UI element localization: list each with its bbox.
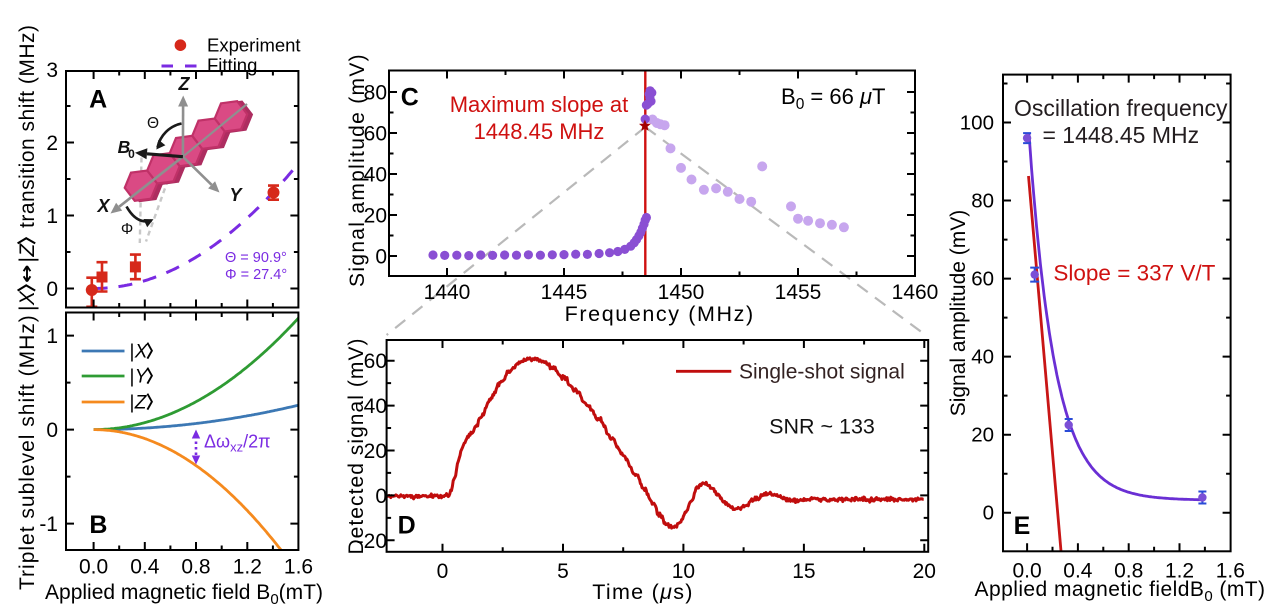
- svg-text:Applied magnetic field B0(mT): Applied magnetic field B0(mT): [45, 581, 323, 608]
- svg-text:Oscillation frequency: Oscillation frequency: [1014, 95, 1228, 121]
- svg-text:1.2: 1.2: [1165, 560, 1194, 583]
- svg-text:20: 20: [364, 440, 387, 463]
- svg-text:Z: Z: [134, 393, 148, 414]
- svg-text:B0 = 66 μT: B0 = 66 μT: [781, 84, 885, 113]
- svg-text:X: X: [96, 196, 110, 216]
- svg-text:0: 0: [437, 560, 449, 583]
- svg-text:X: X: [16, 290, 39, 306]
- svg-text:Experiment: Experiment: [207, 35, 301, 56]
- svg-text:1460: 1460: [892, 281, 939, 304]
- svg-text:SNR ~ 133: SNR ~ 133: [769, 415, 875, 439]
- svg-text:20: 20: [913, 560, 936, 583]
- svg-text:Y: Y: [135, 367, 149, 388]
- svg-text:0.4: 0.4: [1063, 560, 1093, 583]
- svg-text:Δωxz/2π: Δωxz/2π: [204, 432, 271, 455]
- svg-text:A: A: [89, 85, 107, 113]
- svg-text:60: 60: [971, 268, 994, 291]
- svg-text:C: C: [401, 83, 419, 111]
- svg-text:1450: 1450: [658, 281, 705, 304]
- svg-text:Signal amplitude (mV): Signal amplitude (mV): [947, 210, 970, 417]
- svg-text:40: 40: [364, 395, 387, 418]
- svg-text:Φ: Φ: [121, 221, 133, 238]
- svg-text:2: 2: [46, 132, 58, 155]
- svg-text:1.6: 1.6: [284, 556, 313, 579]
- svg-text:1445: 1445: [541, 281, 588, 304]
- svg-text:Time (μs): Time (μs): [592, 580, 694, 604]
- svg-text:D: D: [398, 512, 416, 540]
- svg-text:60: 60: [364, 123, 387, 146]
- svg-text:1.6: 1.6: [1216, 560, 1245, 583]
- svg-text:1448.45 MHz: 1448.45 MHz: [474, 119, 605, 144]
- svg-text:20: 20: [364, 205, 387, 228]
- svg-text:transition shift (MHz): transition shift (MHz): [16, 24, 39, 228]
- svg-text:Θ: Θ: [147, 115, 159, 132]
- svg-text:-20: -20: [357, 530, 387, 553]
- svg-text:0.8: 0.8: [181, 556, 210, 579]
- svg-text:1: 1: [46, 325, 58, 348]
- svg-text:Fitting: Fitting: [207, 55, 257, 76]
- svg-text:15: 15: [792, 560, 815, 583]
- svg-text:0: 0: [375, 485, 387, 508]
- svg-text:X: X: [134, 342, 149, 363]
- svg-text:Frequency (MHz): Frequency (MHz): [565, 302, 755, 326]
- svg-text:0: 0: [46, 278, 58, 301]
- svg-text:Triplet sublevel shift (MHz): Triplet sublevel shift (MHz): [16, 314, 39, 590]
- svg-text:Maximum slope at: Maximum slope at: [450, 92, 629, 117]
- svg-text:Z: Z: [178, 74, 191, 94]
- svg-text:80: 80: [971, 190, 994, 213]
- svg-text:E: E: [1014, 512, 1031, 540]
- svg-text:3: 3: [46, 59, 58, 82]
- svg-text:0.4: 0.4: [130, 556, 160, 579]
- svg-text:1.2: 1.2: [233, 556, 262, 579]
- svg-text:1455: 1455: [775, 281, 822, 304]
- svg-text:1: 1: [46, 205, 58, 228]
- svg-text:B: B: [89, 511, 107, 539]
- svg-text:10: 10: [672, 560, 695, 583]
- svg-text:0.0: 0.0: [79, 556, 108, 579]
- svg-text:|: |: [16, 257, 39, 262]
- svg-text:|: |: [130, 342, 135, 363]
- svg-text:Y: Y: [229, 185, 243, 205]
- svg-text:100: 100: [960, 112, 994, 135]
- svg-text:B: B: [118, 137, 131, 157]
- svg-text:0: 0: [46, 419, 58, 442]
- svg-text:Slope = 337 V/T: Slope = 337 V/T: [1053, 261, 1215, 286]
- svg-text:Z: Z: [16, 243, 39, 258]
- svg-text:Φ = 27.4°: Φ = 27.4°: [225, 267, 287, 283]
- svg-text:Signal amplitude (mV): Signal amplitude (mV): [346, 53, 369, 287]
- svg-text:Applied magnetic fieldB0 (mT): Applied magnetic fieldB0 (mT): [974, 578, 1265, 605]
- svg-text:Θ = 90.9°: Θ = 90.9°: [225, 250, 287, 266]
- svg-text:80: 80: [364, 82, 387, 105]
- svg-text:0: 0: [128, 147, 135, 161]
- svg-text:20: 20: [971, 424, 994, 447]
- svg-text:Single-shot signal: Single-shot signal: [739, 360, 905, 383]
- svg-text:60: 60: [364, 350, 387, 373]
- svg-text:0: 0: [375, 246, 387, 269]
- svg-text:= 1448.45 MHz: = 1448.45 MHz: [1042, 122, 1199, 148]
- svg-text:1440: 1440: [424, 281, 471, 304]
- svg-text:40: 40: [971, 346, 994, 369]
- svg-text:|: |: [130, 367, 135, 388]
- svg-text:40: 40: [364, 164, 387, 187]
- svg-text:0: 0: [983, 502, 994, 525]
- svg-text:0.8: 0.8: [1114, 560, 1143, 583]
- svg-text:5: 5: [557, 560, 569, 583]
- svg-text:|: |: [16, 306, 39, 311]
- svg-text:-1: -1: [39, 513, 58, 536]
- svg-text:Detected signal (mV): Detected signal (mV): [345, 337, 368, 554]
- svg-text:|: |: [130, 393, 135, 414]
- svg-text:0.0: 0.0: [1012, 560, 1041, 583]
